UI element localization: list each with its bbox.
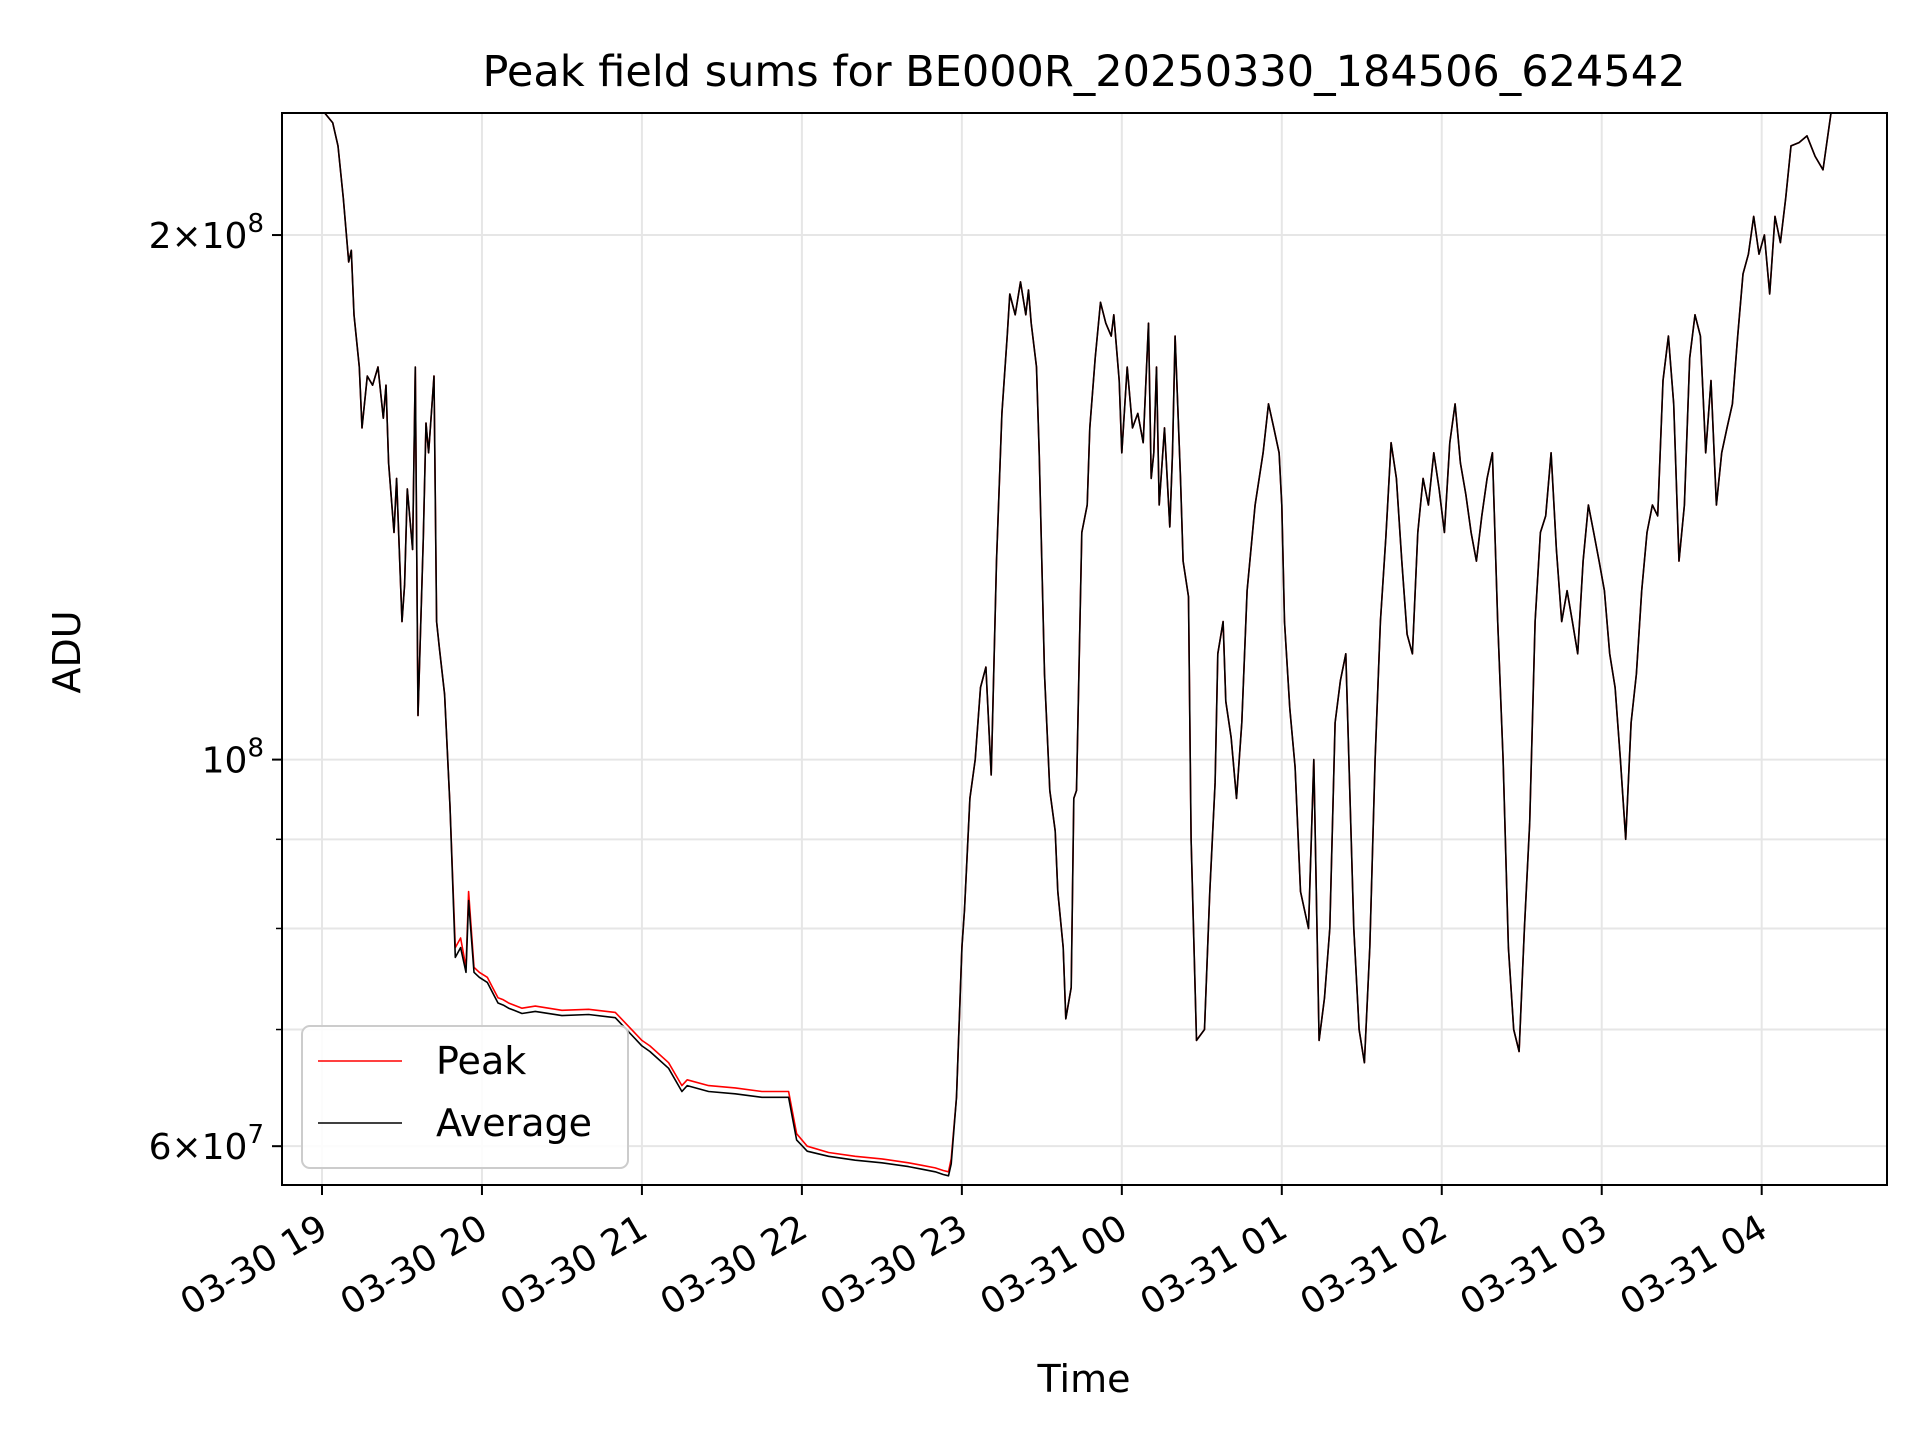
chart-title: Peak field sums for BE000R_20250330_1845… (483, 47, 1686, 97)
legend-label-peak: Peak (436, 1039, 526, 1083)
x-tick-label: 03-30 21 (494, 1207, 655, 1323)
y-tick-label: 2×108 (149, 209, 264, 257)
y-tick-label: 6×107 (149, 1120, 264, 1168)
plot-series (0, 113, 1892, 1176)
x-tick-label: 03-30 23 (814, 1207, 975, 1323)
x-axis-ticks: 03-30 19 03-30 20 03-30 21 03-30 22 03-30 23… (174, 1185, 1774, 1324)
x-axis-label: Time (1037, 1357, 1131, 1401)
legend-label-average: Average (436, 1101, 592, 1145)
x-tick-label: 03-30 20 (334, 1207, 495, 1323)
y-tick-label: 108 (202, 734, 264, 782)
x-tick-label: 03-30 19 (174, 1207, 335, 1323)
x-tick-label: 03-31 03 (1454, 1207, 1615, 1323)
x-tick-label: 03-31 01 (1134, 1207, 1295, 1323)
y-axis-ticks: 6×107 108 2×108 (149, 209, 282, 1168)
x-tick-label: 03-31 00 (974, 1207, 1135, 1323)
x-tick-label: 03-31 04 (1614, 1207, 1775, 1323)
plot-frame (281, 112, 1888, 1186)
grid (282, 113, 1887, 1185)
y-axis-label: ADU (45, 610, 89, 693)
x-tick-label: 03-30 22 (654, 1207, 815, 1323)
series-line-average (0, 113, 1892, 1176)
legend: Peak Average (301, 1025, 629, 1169)
x-tick-label: 03-31 02 (1294, 1207, 1455, 1323)
